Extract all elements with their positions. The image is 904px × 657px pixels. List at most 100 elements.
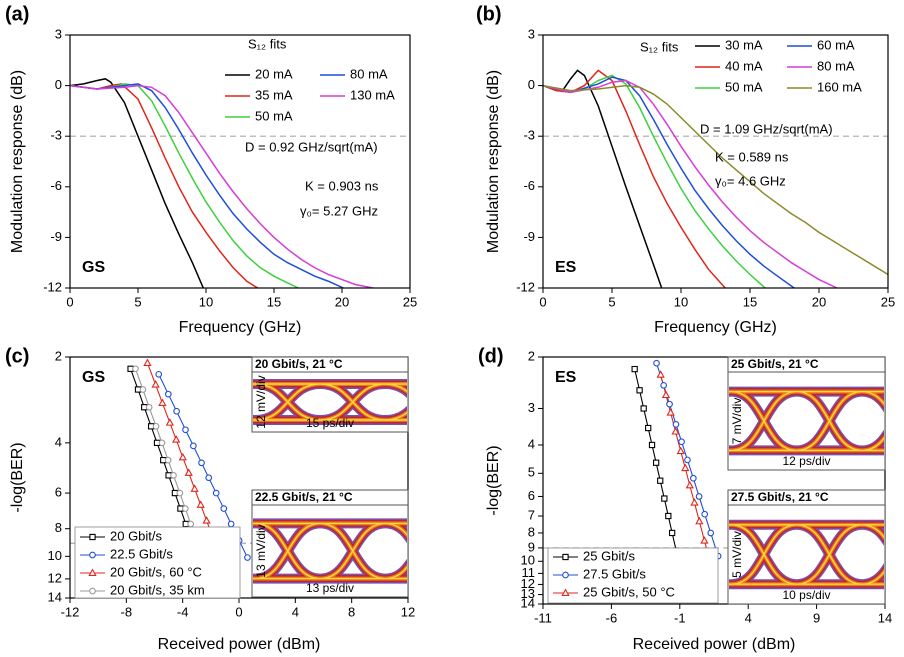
x-tick-label: -6 [606,610,618,625]
y-tick-label: 3 [528,26,535,41]
legend-label: 27.5 Gbit/s [583,566,646,581]
marker [687,482,693,488]
annotation: γ₀= 4.6 GHz [715,173,786,188]
marker [197,501,203,507]
y-tick-label: 10 [48,548,62,563]
series-line [543,81,837,288]
x-tick-label: 10 [674,294,688,309]
y-tick-label: -6 [523,178,535,193]
x-tick-label: 25 [403,294,417,309]
panel-tag: GS [82,259,105,276]
marker [90,552,96,558]
x-axis-label: Received power (dBm) [158,636,321,653]
marker [159,440,165,446]
legend-label: 130 mA [350,87,395,102]
marker [177,490,183,496]
y-tick-label: 14 [48,589,62,604]
x-tick-label: 4 [292,604,299,619]
panel-tag: ES [555,369,577,386]
annotation: K = 0.903 ns [305,178,379,193]
marker [90,588,96,594]
inset-y-label: 5 mV/div [730,531,744,578]
legend-label: 30 mA [725,37,763,52]
marker [682,465,688,471]
inset-title: 27.5 Gbit/s, 21 °C [731,490,829,504]
y-tick-label: -3 [50,128,62,143]
annotation: D = 1.09 GHz/sqrt(mA) [700,121,833,136]
x-tick-label: -8 [121,604,133,619]
y-tick-label: 6 [55,485,62,500]
x-tick-label: 25 [881,294,895,309]
marker [662,496,667,501]
marker [654,360,660,366]
panel-tag: ES [555,259,577,276]
x-tick-label: 15 [743,294,757,309]
y-tick-label: 5 [528,465,535,480]
marker [156,372,162,378]
x-tick-label: -1 [674,610,686,625]
x-tick-label: 0 [235,604,242,619]
marker [174,408,180,414]
marker [658,478,663,483]
y-axis-label: -log(BER) [9,442,26,512]
inset-title: 22.5 Gbit/s, 21 °C [255,490,353,504]
marker [667,401,673,407]
y-axis-label: -log(BER) [485,445,502,515]
marker [691,499,697,505]
y-axis-label: Modulation response (dB) [485,70,502,253]
legend-label: 50 mA [255,108,293,123]
inset-x-label: 13 ps/div [306,581,354,595]
x-tick-label: 0 [539,294,546,309]
panel-label: (b) [476,3,502,25]
x-tick-label: 4 [745,610,752,625]
legend-label: 80 mA [817,58,855,73]
y-tick-label: 12 [48,570,62,585]
legend-label: 60 mA [817,37,855,52]
marker [166,391,172,397]
y-tick-label: 7 [528,507,535,522]
y-tick-label: 0 [55,77,62,92]
marker [657,371,663,377]
marker [188,521,194,527]
marker [140,387,146,393]
marker [191,443,197,449]
inset-x-label: 15 ps/div [306,416,354,430]
marker [167,419,173,425]
legend-label: 25 Gbit/s [583,548,636,563]
marker [673,422,679,428]
marker [702,511,708,517]
y-tick-label: 6 [528,488,535,503]
legend-label: 20 mA [255,66,293,81]
annotation: D = 0.92 GHz/sqrt(mA) [245,139,378,154]
x-axis-label: Frequency (GHz) [179,319,302,336]
y-tick-label: 2 [55,348,62,363]
marker [199,460,205,466]
marker [245,555,251,561]
marker [173,436,179,442]
inset-title: 25 Gbit/s, 21 °C [731,357,819,371]
marker [159,400,165,406]
marker [661,383,667,389]
y-tick-label: 0 [528,77,535,92]
marker [146,404,152,410]
y-tick-label: 3 [528,400,535,415]
y-tick-label: 4 [528,436,535,451]
marker [708,530,714,536]
marker [701,537,707,543]
annotation: K = 0.589 ns [715,149,789,164]
marker [632,366,637,371]
marker [144,360,150,366]
y-tick-label: 2 [528,348,535,363]
x-tick-label: 10 [199,294,213,309]
legend-label: 35 mA [255,87,293,102]
inset-x-label: 10 ps/div [782,588,830,602]
marker [191,485,197,491]
x-axis-label: Frequency (GHz) [654,319,777,336]
marker [696,494,702,500]
inset-y-label: 7 mV/div [730,398,744,445]
series-line [70,79,203,288]
legend-label: 20 Gbit/s, 60 °C [110,564,202,579]
y-tick-label: -9 [50,229,62,244]
marker [654,460,659,465]
y-tick-label: 4 [55,434,62,449]
